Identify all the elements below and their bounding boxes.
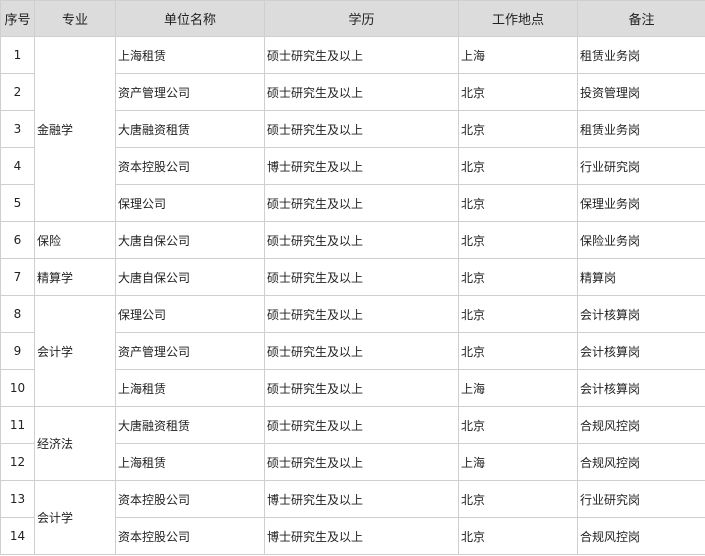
cell-unit: 大唐自保公司: [115, 221, 265, 259]
cell-location: 上海: [458, 443, 578, 481]
cell-education: 硕士研究生及以上: [264, 110, 459, 148]
table-row: 8 会计学 保理公司 硕士研究生及以上 北京 会计核算岗: [0, 295, 705, 407]
cell-unit: 大唐融资租赁: [115, 110, 265, 148]
cell-education: 硕士研究生及以上: [264, 295, 459, 333]
cell-education: 硕士研究生及以上: [264, 221, 459, 259]
header-note: 备注: [577, 0, 705, 37]
cell-unit: 资本控股公司: [115, 480, 265, 518]
header-location: 工作地点: [458, 0, 578, 37]
cell-note: 合规风控岗: [577, 443, 705, 481]
cell-no: 1: [0, 36, 35, 74]
cell-education: 博士研究生及以上: [264, 517, 459, 555]
cell-location: 北京: [458, 332, 578, 370]
cell-education: 硕士研究生及以上: [264, 258, 459, 296]
cell-education: 硕士研究生及以上: [264, 332, 459, 370]
cell-education: 硕士研究生及以上: [264, 36, 459, 74]
table-row: 4 资本控股公司 博士研究生及以上 北京 行业研究岗: [0, 147, 705, 185]
cell-location: 北京: [458, 295, 578, 333]
cell-no: 6: [0, 221, 35, 259]
cell-education: 博士研究生及以上: [264, 147, 459, 185]
cell-no: 11: [0, 406, 35, 444]
cell-note: 保理业务岗: [577, 184, 705, 222]
cell-location: 北京: [458, 110, 578, 148]
cell-note: 会计核算岗: [577, 369, 705, 407]
cell-note: 保险业务岗: [577, 221, 705, 259]
table-row: 6 保险 大唐自保公司 硕士研究生及以上 北京 保险业务岗: [0, 221, 705, 259]
cell-note: 行业研究岗: [577, 480, 705, 518]
cell-major: 精算学: [34, 258, 116, 296]
cell-education: 硕士研究生及以上: [264, 443, 459, 481]
cell-unit: 资本控股公司: [115, 147, 265, 185]
cell-location: 北京: [458, 406, 578, 444]
cell-no: 13: [0, 480, 35, 518]
cell-note: 租赁业务岗: [577, 110, 705, 148]
cell-location: 北京: [458, 480, 578, 518]
cell-major: 会计学: [34, 295, 116, 407]
table-row: 13 会计学 资本控股公司 博士研究生及以上 北京 行业研究岗: [0, 480, 705, 555]
cell-education: 硕士研究生及以上: [264, 369, 459, 407]
header-row: 序号 专业 单位名称 学历 工作地点 备注: [0, 0, 705, 37]
cell-no: 4: [0, 147, 35, 185]
cell-note: 合规风控岗: [577, 406, 705, 444]
cell-location: 上海: [458, 369, 578, 407]
cell-location: 上海: [458, 36, 578, 74]
cell-location: 北京: [458, 184, 578, 222]
cell-location: 北京: [458, 73, 578, 111]
cell-note: 行业研究岗: [577, 147, 705, 185]
cell-education: 硕士研究生及以上: [264, 406, 459, 444]
table-row: 5 保理公司 硕士研究生及以上 北京 保理业务岗: [0, 184, 705, 222]
cell-no: 5: [0, 184, 35, 222]
table-row: 12 上海租赁 硕士研究生及以上 上海 合规风控岗: [0, 443, 705, 481]
cell-unit: 保理公司: [115, 295, 265, 333]
cell-note: 会计核算岗: [577, 295, 705, 333]
cell-note: 精算岗: [577, 258, 705, 296]
cell-note: 租赁业务岗: [577, 36, 705, 74]
cell-no: 7: [0, 258, 35, 296]
cell-unit: 上海租赁: [115, 36, 265, 74]
table-row: 11 经济法 大唐融资租赁 硕士研究生及以上 北京 合规风控岗: [0, 406, 705, 481]
cell-unit: 保理公司: [115, 184, 265, 222]
header-unit: 单位名称: [115, 0, 265, 37]
header-major: 专业: [34, 0, 116, 37]
cell-location: 北京: [458, 221, 578, 259]
cell-no: 12: [0, 443, 35, 481]
cell-location: 北京: [458, 517, 578, 555]
cell-major: 会计学: [34, 480, 116, 555]
cell-education: 硕士研究生及以上: [264, 184, 459, 222]
table-row: 1 金融学 上海租赁 硕士研究生及以上 上海 租赁业务岗: [0, 36, 705, 222]
table-row: 10 上海租赁 硕士研究生及以上 上海 会计核算岗: [0, 369, 705, 407]
cell-no: 14: [0, 517, 35, 555]
cell-education: 硕士研究生及以上: [264, 73, 459, 111]
table-row: 3 大唐融资租赁 硕士研究生及以上 北京 租赁业务岗: [0, 110, 705, 148]
cell-unit: 上海租赁: [115, 443, 265, 481]
cell-no: 8: [0, 295, 35, 333]
cell-no: 10: [0, 369, 35, 407]
cell-note: 会计核算岗: [577, 332, 705, 370]
cell-no: 9: [0, 332, 35, 370]
table-row: 2 资产管理公司 硕士研究生及以上 北京 投资管理岗: [0, 73, 705, 111]
cell-location: 北京: [458, 258, 578, 296]
cell-unit: 大唐融资租赁: [115, 406, 265, 444]
cell-unit: 资本控股公司: [115, 517, 265, 555]
cell-major: 金融学: [34, 36, 116, 222]
cell-note: 投资管理岗: [577, 73, 705, 111]
cell-no: 2: [0, 73, 35, 111]
header-education: 学历: [264, 0, 459, 37]
cell-education: 博士研究生及以上: [264, 480, 459, 518]
table-row: 14 资本控股公司 博士研究生及以上 北京 合规风控岗: [0, 517, 705, 555]
table-row: 7 精算学 大唐自保公司 硕士研究生及以上 北京 精算岗: [0, 258, 705, 296]
cell-major: 保险: [34, 221, 116, 259]
cell-unit: 大唐自保公司: [115, 258, 265, 296]
cell-major: 经济法: [34, 406, 116, 481]
cell-location: 北京: [458, 147, 578, 185]
cell-unit: 资产管理公司: [115, 332, 265, 370]
cell-no: 3: [0, 110, 35, 148]
cell-unit: 资产管理公司: [115, 73, 265, 111]
cell-unit: 上海租赁: [115, 369, 265, 407]
cell-note: 合规风控岗: [577, 517, 705, 555]
header-no: 序号: [0, 0, 35, 37]
